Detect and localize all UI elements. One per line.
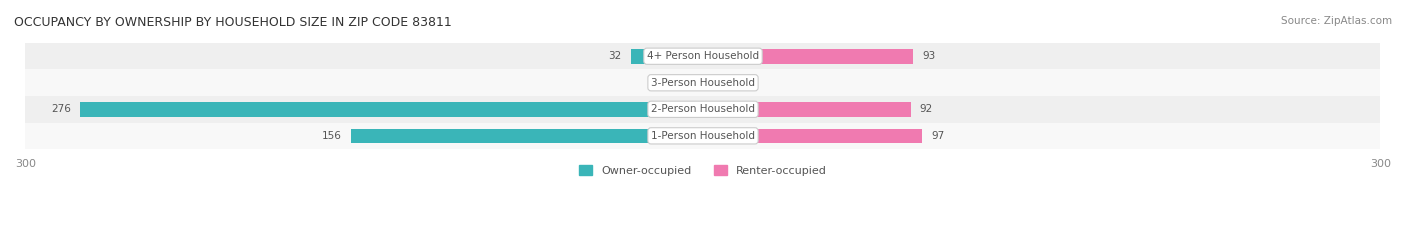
Legend: Owner-occupied, Renter-occupied: Owner-occupied, Renter-occupied xyxy=(575,161,831,181)
Text: 97: 97 xyxy=(931,131,945,141)
Text: 32: 32 xyxy=(609,51,621,61)
Text: 156: 156 xyxy=(322,131,342,141)
Bar xyxy=(703,75,717,90)
Bar xyxy=(80,102,703,116)
Bar xyxy=(25,43,1381,69)
Text: 1-Person Household: 1-Person Household xyxy=(651,131,755,141)
Text: 2-Person Household: 2-Person Household xyxy=(651,104,755,114)
Text: 4+ Person Household: 4+ Person Household xyxy=(647,51,759,61)
Bar xyxy=(631,49,703,64)
Bar xyxy=(703,129,922,143)
Text: 93: 93 xyxy=(922,51,935,61)
Text: OCCUPANCY BY OWNERSHIP BY HOUSEHOLD SIZE IN ZIP CODE 83811: OCCUPANCY BY OWNERSHIP BY HOUSEHOLD SIZE… xyxy=(14,16,451,29)
Text: 276: 276 xyxy=(51,104,70,114)
Text: 3-Person Household: 3-Person Household xyxy=(651,78,755,88)
Bar xyxy=(350,129,703,143)
Text: Source: ZipAtlas.com: Source: ZipAtlas.com xyxy=(1281,16,1392,26)
Bar xyxy=(25,96,1381,123)
Bar xyxy=(703,49,912,64)
Bar xyxy=(25,69,1381,96)
Text: 6: 6 xyxy=(725,78,733,88)
Text: 12: 12 xyxy=(654,78,666,88)
Bar xyxy=(25,123,1381,149)
Text: 92: 92 xyxy=(920,104,934,114)
Bar xyxy=(676,75,703,90)
Bar xyxy=(703,102,911,116)
